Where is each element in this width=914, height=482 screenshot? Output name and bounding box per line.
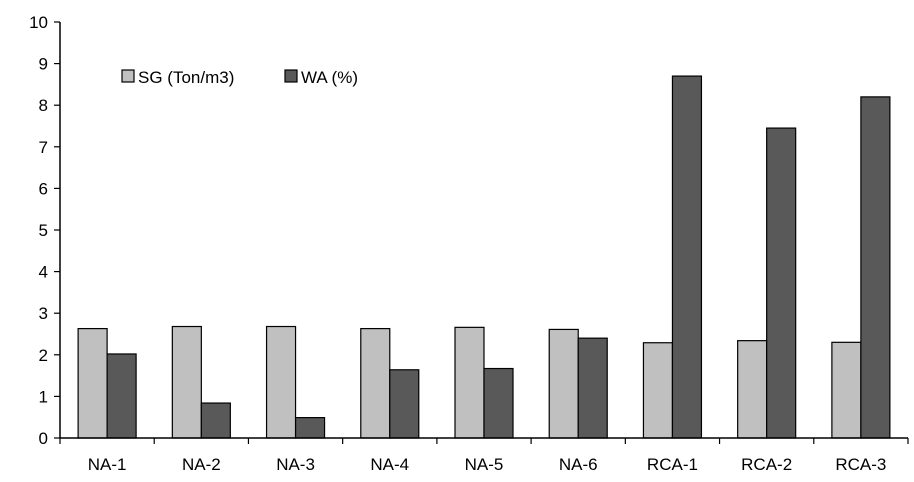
bar-sg-na-5 xyxy=(454,326,485,439)
x-tick-label: NA-4 xyxy=(370,455,409,474)
legend-label-sg: SG (Ton/m3) xyxy=(138,68,234,87)
y-tick-label: 6 xyxy=(39,179,48,198)
y-tick-label: 7 xyxy=(39,138,48,157)
y-tick-label: 4 xyxy=(39,263,48,282)
y-tick-label: 2 xyxy=(39,346,48,365)
y-tick-label: 3 xyxy=(39,304,48,323)
bar-sg-na-3 xyxy=(265,325,297,439)
bar-wa-na-4 xyxy=(389,369,420,439)
y-tick-label: 8 xyxy=(39,96,48,115)
legend: SG (Ton/m3) WA (%) xyxy=(121,68,358,87)
bar-wa-rca-1 xyxy=(671,75,703,439)
y-ticks: 0 1 2 3 4 5 6 7 8 9 10 xyxy=(29,13,60,448)
bar-sg-rca-3 xyxy=(831,341,862,439)
x-tick-label: NA-3 xyxy=(276,455,315,474)
bar-sg-na-2 xyxy=(171,325,202,439)
y-tick-label: 1 xyxy=(39,387,48,406)
bar-wa-na-3 xyxy=(294,417,326,439)
y-tick-label: 5 xyxy=(39,221,48,240)
bar-wa-na-1 xyxy=(106,353,137,439)
bar-wa-rca-2 xyxy=(766,127,797,439)
bar-sg-na-6 xyxy=(548,328,579,439)
y-tick-label: 0 xyxy=(39,429,48,448)
x-ticks: NA-1 NA-2 NA-3 NA-4 NA-5 NA-6 RCA-1 RCA-2 RCA-3 xyxy=(59,438,909,474)
legend-swatch-wa xyxy=(284,69,298,83)
y-tick-label: 9 xyxy=(39,55,48,74)
bar-wa-rca-3 xyxy=(860,96,891,439)
x-tick-label: NA-1 xyxy=(88,455,127,474)
legend-swatch-sg xyxy=(121,69,135,83)
bar-wa-na-5 xyxy=(483,367,514,439)
y-tick-label: 10 xyxy=(29,13,48,32)
x-tick-label: RCA-2 xyxy=(741,455,792,474)
bar-sg-rca-2 xyxy=(737,340,768,439)
x-tick-label: NA-5 xyxy=(465,455,504,474)
x-tick-label: RCA-3 xyxy=(835,455,886,474)
bar-sg-na-4 xyxy=(360,327,391,439)
bar-wa-na-6 xyxy=(577,337,608,439)
bar-sg-rca-1 xyxy=(642,342,674,439)
bar-sg-na-1 xyxy=(77,327,108,439)
legend-label-wa: WA (%) xyxy=(301,68,358,87)
x-tick-label: NA-6 xyxy=(559,455,598,474)
x-tick-label: RCA-1 xyxy=(647,455,698,474)
bar-wa-na-2 xyxy=(200,402,231,439)
bars-layer xyxy=(77,75,891,439)
x-tick-label: NA-2 xyxy=(182,455,221,474)
